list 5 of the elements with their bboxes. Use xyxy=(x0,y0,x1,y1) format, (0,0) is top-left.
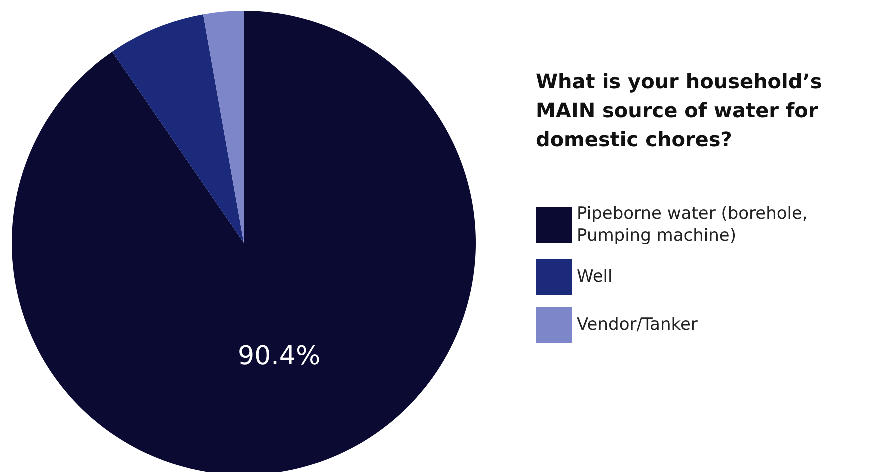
legend-label: Pipeborne water (borehole, Pumping machine) xyxy=(577,204,814,246)
legend-label: Well xyxy=(577,267,613,287)
text: What is your household’s MAIN source of water for domestic chores? xyxy=(536,70,830,152)
legend-label: Vendor/Tanker xyxy=(577,315,698,335)
data-label: 90.4% xyxy=(238,342,321,372)
